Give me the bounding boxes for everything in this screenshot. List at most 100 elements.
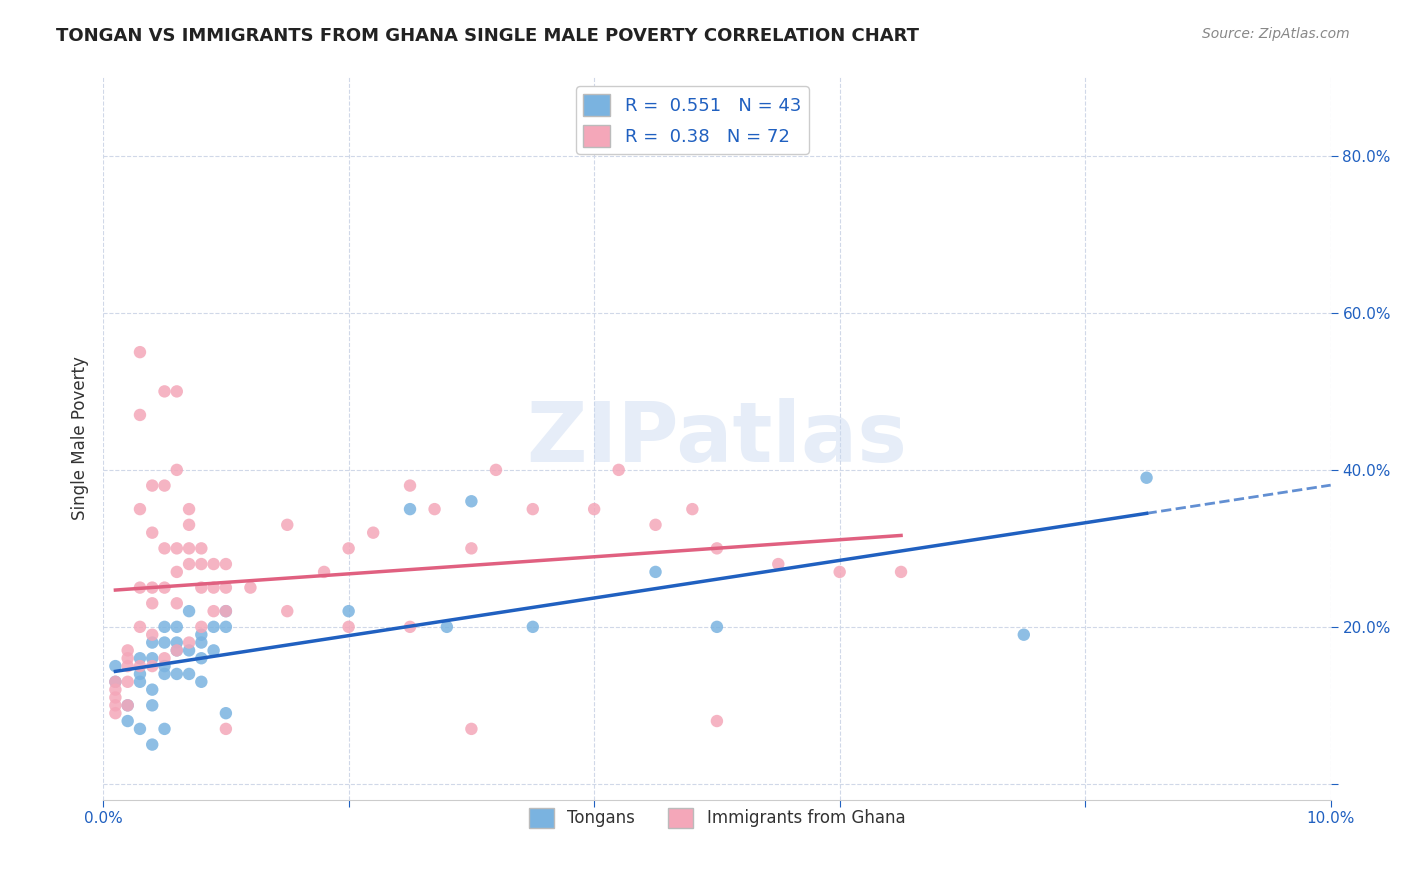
- Point: [104, 706, 127, 721]
- Text: TONGAN VS IMMIGRANTS FROM GHANA SINGLE MALE POVERTY CORRELATION CHART: TONGAN VS IMMIGRANTS FROM GHANA SINGLE M…: [56, 27, 920, 45]
- Point: [153, 667, 176, 681]
- Point: [141, 682, 163, 697]
- Point: [166, 643, 188, 657]
- Point: [239, 581, 262, 595]
- Point: [337, 620, 360, 634]
- Point: [202, 620, 225, 634]
- Point: [104, 690, 127, 705]
- Point: [166, 643, 188, 657]
- Point: [141, 525, 163, 540]
- Point: [129, 408, 152, 422]
- Point: [117, 643, 139, 657]
- Point: [276, 517, 298, 532]
- Point: [129, 659, 152, 673]
- Point: [141, 659, 163, 673]
- Point: [177, 502, 200, 516]
- Point: [104, 674, 127, 689]
- Point: [361, 525, 384, 540]
- Point: [202, 557, 225, 571]
- Point: [166, 541, 188, 556]
- Point: [706, 714, 728, 728]
- Point: [460, 494, 482, 508]
- Point: [190, 581, 212, 595]
- Point: [215, 706, 238, 721]
- Point: [141, 581, 163, 595]
- Point: [190, 620, 212, 634]
- Point: [177, 541, 200, 556]
- Point: [202, 581, 225, 595]
- Point: [166, 620, 188, 634]
- Point: [215, 557, 238, 571]
- Point: [190, 635, 212, 649]
- Point: [177, 643, 200, 657]
- Point: [177, 517, 200, 532]
- Point: [276, 604, 298, 618]
- Point: [153, 478, 176, 492]
- Point: [153, 620, 176, 634]
- Point: [828, 565, 851, 579]
- Point: [768, 557, 790, 571]
- Point: [337, 541, 360, 556]
- Y-axis label: Single Male Poverty: Single Male Poverty: [72, 357, 89, 520]
- Point: [190, 651, 212, 665]
- Point: [141, 628, 163, 642]
- Point: [117, 714, 139, 728]
- Point: [153, 384, 176, 399]
- Point: [190, 557, 212, 571]
- Point: [202, 604, 225, 618]
- Point: [436, 620, 458, 634]
- Point: [337, 604, 360, 618]
- Point: [460, 541, 482, 556]
- Point: [141, 478, 163, 492]
- Point: [890, 565, 912, 579]
- Point: [215, 604, 238, 618]
- Point: [522, 620, 544, 634]
- Point: [215, 722, 238, 736]
- Point: [153, 722, 176, 736]
- Point: [141, 738, 163, 752]
- Point: [117, 659, 139, 673]
- Text: ZIPatlas: ZIPatlas: [526, 398, 907, 479]
- Point: [129, 345, 152, 359]
- Point: [460, 722, 482, 736]
- Point: [399, 478, 422, 492]
- Point: [129, 502, 152, 516]
- Point: [399, 620, 422, 634]
- Point: [1135, 471, 1157, 485]
- Point: [423, 502, 446, 516]
- Point: [399, 502, 422, 516]
- Point: [129, 581, 152, 595]
- Legend: Tongans, Immigrants from Ghana: Tongans, Immigrants from Ghana: [522, 801, 912, 835]
- Point: [644, 517, 666, 532]
- Point: [706, 541, 728, 556]
- Point: [607, 463, 630, 477]
- Point: [153, 541, 176, 556]
- Point: [153, 659, 176, 673]
- Point: [141, 698, 163, 713]
- Point: [706, 620, 728, 634]
- Point: [177, 604, 200, 618]
- Point: [104, 682, 127, 697]
- Point: [190, 628, 212, 642]
- Point: [522, 502, 544, 516]
- Point: [129, 722, 152, 736]
- Point: [215, 620, 238, 634]
- Point: [129, 620, 152, 634]
- Point: [141, 635, 163, 649]
- Point: [153, 581, 176, 595]
- Point: [215, 604, 238, 618]
- Point: [104, 698, 127, 713]
- Point: [583, 502, 606, 516]
- Point: [129, 667, 152, 681]
- Point: [117, 698, 139, 713]
- Point: [117, 651, 139, 665]
- Point: [190, 541, 212, 556]
- Point: [153, 635, 176, 649]
- Point: [166, 463, 188, 477]
- Point: [141, 596, 163, 610]
- Point: [177, 667, 200, 681]
- Point: [681, 502, 703, 516]
- Point: [166, 667, 188, 681]
- Point: [1012, 628, 1035, 642]
- Point: [215, 581, 238, 595]
